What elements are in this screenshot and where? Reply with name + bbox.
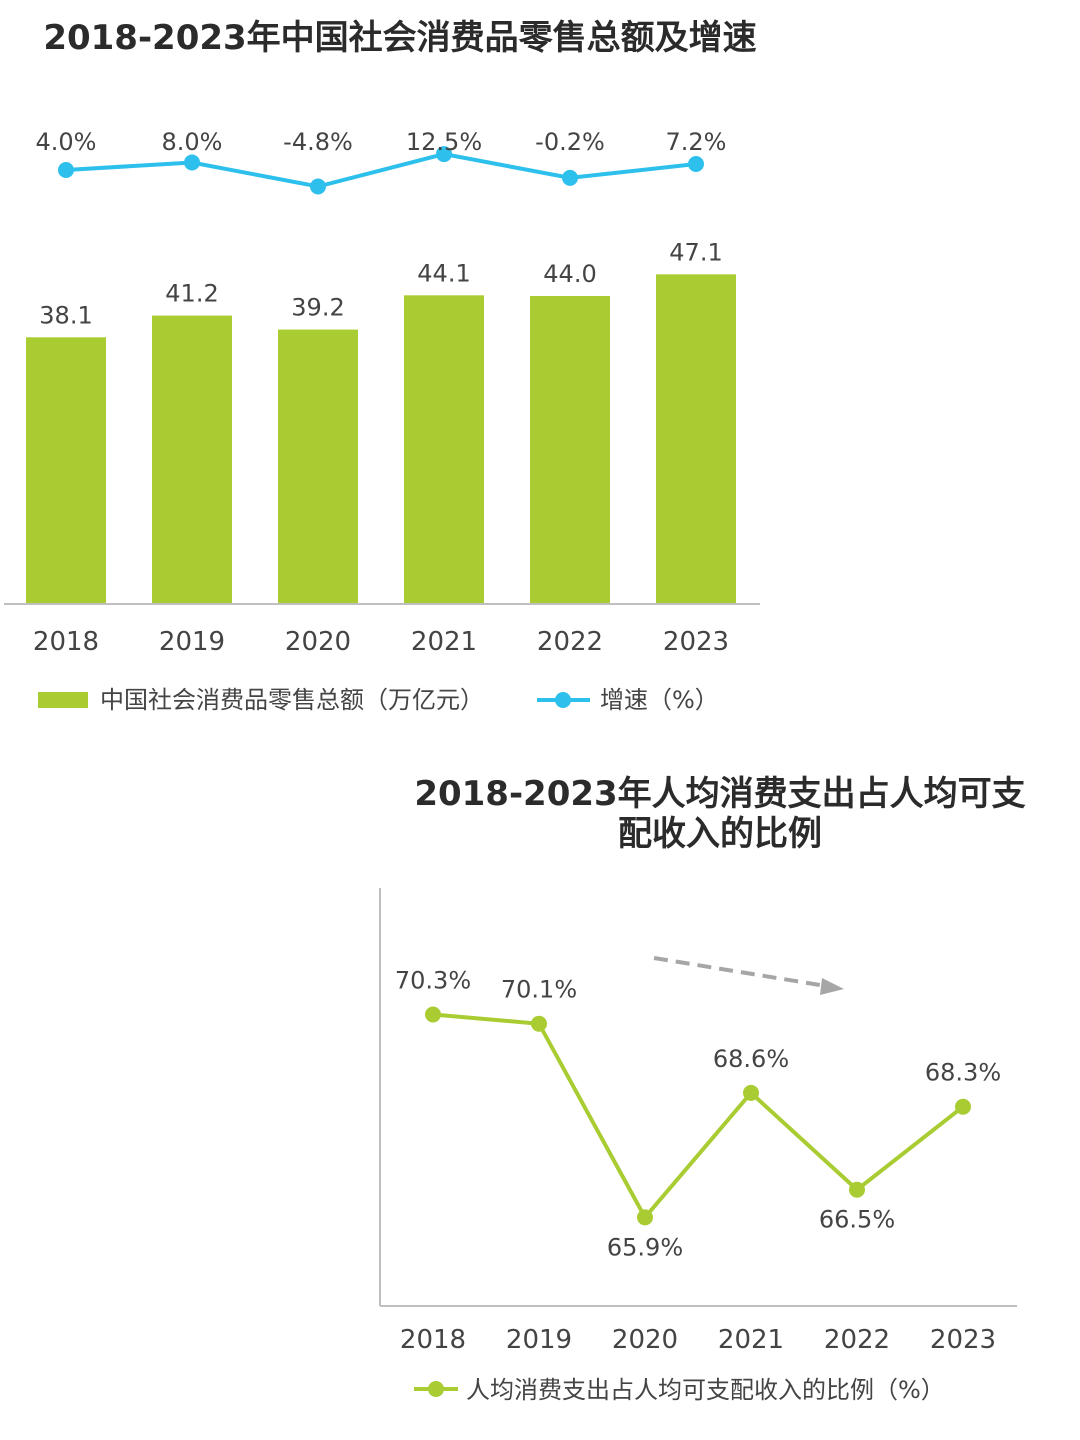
- bar: [656, 274, 736, 604]
- ratio-point: [743, 1084, 759, 1101]
- ratio-line: [432, 1012, 965, 1221]
- x-tick-label: 2021: [411, 627, 477, 657]
- ratio-point: [425, 1006, 441, 1023]
- chart2-title: 2018-2023年人均消费支出占人均可支配收入的比例: [414, 774, 1026, 854]
- growth-value-label: 12.5%: [406, 128, 482, 156]
- legend-line-label: 增速（%）: [600, 686, 719, 714]
- growth-point: [436, 146, 452, 163]
- growth-value-label: 4.0%: [36, 128, 97, 156]
- growth-point: [562, 169, 578, 186]
- x-tick-label: 2019: [506, 1325, 572, 1355]
- bar-value-label: 47.1: [669, 238, 722, 266]
- ratio-value-label: 70.3%: [395, 967, 471, 995]
- ratio-point: [849, 1181, 865, 1198]
- ratio-value-label: 70.1%: [501, 976, 577, 1004]
- growth-point: [688, 156, 704, 172]
- x-tick-label: 2018: [33, 627, 99, 657]
- bar-value-label: 44.0: [543, 260, 596, 288]
- growth-line: [65, 152, 697, 189]
- chart1-plot: 38.1 41.2 39.2 44.1 44.0 47.1 2018 2019 2020 2021…: [4, 128, 760, 714]
- growth-point: [310, 178, 326, 195]
- legend-line-label: 人均消费支出占人均可支配收入的比例（%）: [466, 1376, 945, 1404]
- bar-value-label: 41.2: [165, 280, 218, 308]
- x-tick-label: 2018: [400, 1325, 466, 1355]
- growth-value-label: -0.2%: [535, 128, 605, 156]
- x-tick-label: 2019: [159, 627, 225, 657]
- x-tick-label: 2020: [285, 627, 351, 657]
- x-tick-label: 2022: [824, 1325, 890, 1355]
- legend-line-marker: [555, 692, 571, 708]
- x-tick-label: 2023: [930, 1325, 996, 1355]
- ratio-value-label: 68.6%: [713, 1045, 789, 1073]
- bar: [404, 295, 484, 604]
- legend-bar-label: 中国社会消费品零售总额（万亿元）: [100, 686, 484, 714]
- ratio-point: [531, 1015, 547, 1032]
- legend-bar-swatch: [38, 692, 88, 708]
- bar: [530, 296, 610, 604]
- bar: [26, 337, 106, 604]
- ratio-value-label: 66.5%: [819, 1206, 895, 1234]
- growth-value-label: 7.2%: [666, 128, 727, 156]
- bar-value-label: 38.1: [39, 301, 92, 329]
- x-tick-label: 2022: [537, 627, 603, 657]
- trend-arrow-line: [653, 956, 827, 988]
- growth-value-label: 8.0%: [162, 128, 223, 156]
- legend-line-marker: [428, 1381, 444, 1397]
- bar: [278, 329, 358, 604]
- ratio-value-label: 65.9%: [607, 1233, 683, 1261]
- growth-value-label: -4.8%: [283, 128, 353, 156]
- chart1-title: 2018-2023年中国社会消费品零售总额及增速: [43, 18, 757, 58]
- ratio-value-label: 68.3%: [925, 1059, 1001, 1087]
- trend-arrow-head: [820, 978, 844, 995]
- bar-value-label: 44.1: [417, 259, 470, 287]
- x-tick-label: 2020: [612, 1325, 678, 1355]
- x-tick-label: 2021: [718, 1325, 784, 1355]
- bar-value-label: 39.2: [291, 294, 344, 322]
- bar: [152, 315, 232, 604]
- ratio-point: [637, 1209, 653, 1226]
- growth-point: [58, 162, 74, 178]
- growth-point: [184, 154, 200, 171]
- x-tick-label: 2023: [663, 627, 729, 657]
- ratio-point: [955, 1098, 971, 1115]
